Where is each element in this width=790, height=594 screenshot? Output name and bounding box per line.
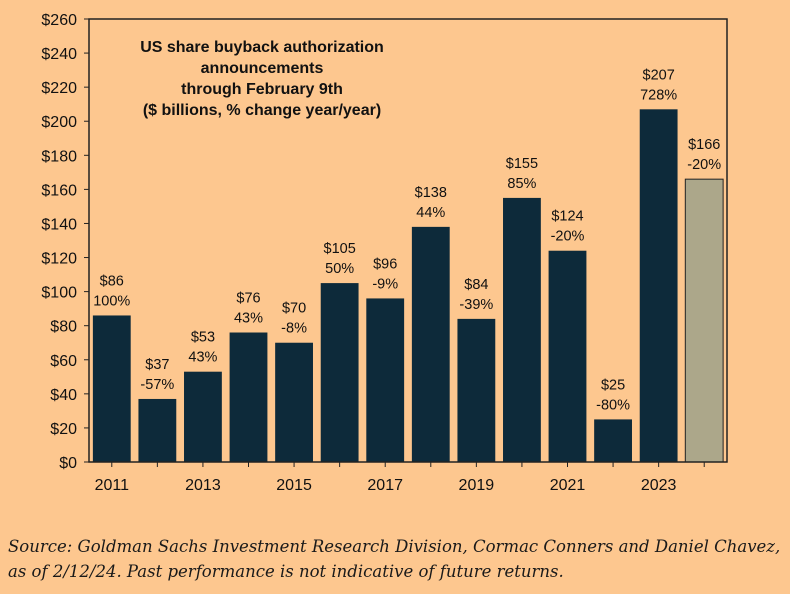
y-tick-label: $60 [50,353,77,370]
pct-label-2022: -80% [596,397,630,413]
bar-2014 [229,332,268,462]
chart-title-line: announcements [201,60,324,77]
bar-2018 [411,226,450,462]
bar-2022 [594,419,632,462]
y-tick-label: $160 [41,182,77,199]
bar-2015 [275,342,313,462]
pct-label-2012: -57% [140,377,174,393]
value-label-2016: $105 [324,241,356,257]
bar-2023 [639,109,678,463]
y-tick-label: $20 [50,421,77,438]
pct-label-2018: 44% [416,205,445,221]
plot-frame [88,18,728,463]
pct-label-2016: 50% [325,261,354,277]
pct-label-2023: 728% [640,87,677,103]
bar-2013 [184,371,222,462]
y-tick-label: $200 [41,114,77,131]
pct-label-2024: -20% [687,157,721,173]
y-tick-label: $140 [41,216,77,233]
x-axis: 2011 2013 2015 2017 2019 2021 2023 [95,462,705,494]
y-tick-label: $100 [41,285,77,302]
bar-2017 [366,298,405,462]
y-tick-label: $240 [41,46,77,63]
y-tick-label: $0 [59,455,77,472]
y-tick-label: $260 [41,12,77,29]
value-label-2012: $37 [145,357,169,373]
pct-label-2013: 43% [188,350,217,366]
y-axis: $0 $20 $40 $60 $80 $100 $120 $140 $160 $180 $200 $2… [41,12,89,472]
x-tick-label: 2023 [641,477,677,494]
value-label-2013: $53 [191,330,215,346]
value-label-2024: $166 [688,137,720,153]
x-tick-label: 2015 [276,477,312,494]
bar-2012 [138,398,177,462]
value-label-2019: $84 [464,277,488,293]
x-tick-label: 2013 [185,477,221,494]
chart-title-line: ($ billions, % change year/year) [143,102,381,119]
y-tick-label: $220 [41,80,77,97]
bar-2021 [548,250,587,462]
pct-label-2015: -8% [281,321,307,337]
pct-label-2019: -39% [459,297,493,313]
value-label-2018: $138 [415,185,447,201]
value-label-2022: $25 [601,377,625,393]
bar-2016 [320,283,359,462]
y-tick-label: $180 [41,148,77,165]
y-tick-label: $120 [41,251,77,268]
pct-label-2020: 85% [507,176,536,192]
x-tick-label: 2011 [95,477,130,494]
bar-2019 [457,318,496,462]
value-label-2017: $96 [373,256,397,272]
value-label-2014: $76 [236,291,260,307]
bar-2020 [503,197,541,462]
value-label-2020: $155 [506,156,538,172]
y-tick-label: $40 [50,387,77,404]
pct-label-2021: -20% [551,229,585,245]
value-label-2015: $70 [282,301,306,317]
chart-title-line: through February 9th [181,81,343,98]
bar-2024 [684,178,724,463]
pct-label-2014: 43% [234,311,263,327]
source-note: Source: Goldman Sachs Investment Researc… [8,537,781,581]
pct-label-2017: -9% [372,276,398,292]
chart-title-line: US share buyback authorization [140,39,384,56]
y-tick-label: $80 [50,319,77,336]
bar-2011 [92,315,131,462]
value-label-2021: $124 [551,209,583,225]
value-label-2023: $207 [643,67,675,83]
value-label-2011: $86 [100,273,124,289]
x-tick-label: 2019 [459,477,495,494]
x-tick-label: 2021 [550,477,586,494]
x-tick-label: 2017 [367,477,403,494]
chart-title: US share buyback authorization announceme… [140,39,384,119]
pct-label-2011: 100% [93,293,130,309]
bars [92,109,724,463]
data-labels: $86 100% $37 -57% $53 43% $76 43% $70 -8% $105 50% $… [93,67,721,413]
